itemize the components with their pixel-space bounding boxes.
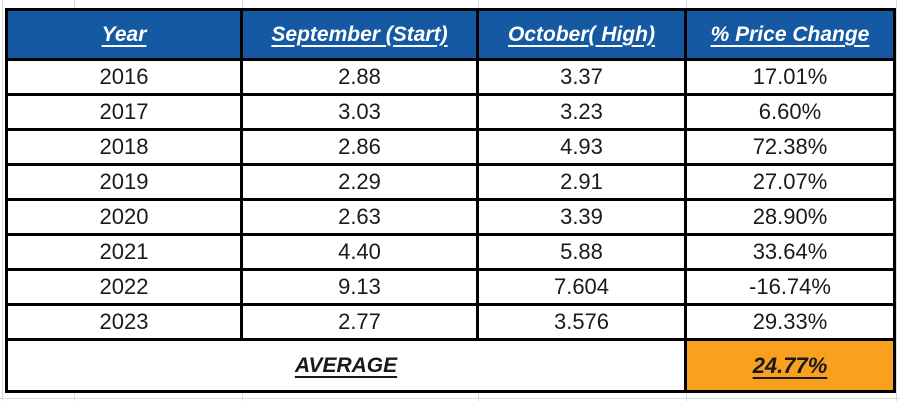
cell-september-start[interactable]: 2.29 (240, 163, 479, 201)
price-change-table-container: Year September (Start) October( High) % … (5, 8, 896, 393)
cell-price-change[interactable]: 17.01% (684, 58, 896, 96)
cell-october-high[interactable]: 3.23 (476, 93, 687, 131)
cell-price-change[interactable]: -16.74% (684, 268, 896, 306)
column-header-year[interactable]: Year (5, 8, 243, 61)
cell-october-high[interactable]: 2.91 (476, 163, 687, 201)
cell-september-start[interactable]: 2.86 (240, 128, 479, 166)
table-row: 2017 3.03 3.23 6.60% (5, 93, 896, 131)
cell-september-start[interactable]: 3.03 (240, 93, 479, 131)
table-footer-row: AVERAGE 24.77% (5, 338, 896, 393)
spreadsheet-gridline (0, 398, 900, 399)
average-value-cell[interactable]: 24.77% (684, 338, 896, 393)
cell-price-change[interactable]: 29.33% (684, 303, 896, 341)
cell-year[interactable]: 2022 (5, 268, 243, 306)
table-row: 2019 2.29 2.91 27.07% (5, 163, 896, 201)
table-row: 2022 9.13 7.604 -16.74% (5, 268, 896, 306)
cell-year[interactable]: 2019 (5, 163, 243, 201)
table-row: 2021 4.40 5.88 33.64% (5, 233, 896, 271)
cell-september-start[interactable]: 2.88 (240, 58, 479, 96)
price-change-table: Year September (Start) October( High) % … (5, 8, 896, 393)
cell-october-high[interactable]: 7.604 (476, 268, 687, 306)
cell-year[interactable]: 2023 (5, 303, 243, 341)
column-header-september-start[interactable]: September (Start) (240, 8, 479, 61)
cell-september-start[interactable]: 4.40 (240, 233, 479, 271)
table-row: 2018 2.86 4.93 72.38% (5, 128, 896, 166)
cell-october-high[interactable]: 3.37 (476, 58, 687, 96)
cell-year[interactable]: 2017 (5, 93, 243, 131)
cell-year[interactable]: 2021 (5, 233, 243, 271)
cell-october-high[interactable]: 3.576 (476, 303, 687, 341)
cell-price-change[interactable]: 28.90% (684, 198, 896, 236)
cell-price-change[interactable]: 6.60% (684, 93, 896, 131)
spreadsheet-gridline (896, 0, 897, 401)
cell-october-high[interactable]: 4.93 (476, 128, 687, 166)
cell-year[interactable]: 2018 (5, 128, 243, 166)
cell-september-start[interactable]: 9.13 (240, 268, 479, 306)
cell-october-high[interactable]: 5.88 (476, 233, 687, 271)
column-header-price-change[interactable]: % Price Change (684, 8, 896, 61)
cell-september-start[interactable]: 2.63 (240, 198, 479, 236)
column-header-october-high[interactable]: October( High) (476, 8, 687, 61)
table-row: 2020 2.63 3.39 28.90% (5, 198, 896, 236)
cell-september-start[interactable]: 2.77 (240, 303, 479, 341)
average-label[interactable]: AVERAGE (5, 338, 687, 393)
cell-price-change[interactable]: 27.07% (684, 163, 896, 201)
spreadsheet-gridline (2, 0, 3, 401)
cell-year[interactable]: 2016 (5, 58, 243, 96)
table-row: 2023 2.77 3.576 29.33% (5, 303, 896, 341)
cell-price-change[interactable]: 33.64% (684, 233, 896, 271)
table-row: 2016 2.88 3.37 17.01% (5, 58, 896, 96)
cell-price-change[interactable]: 72.38% (684, 128, 896, 166)
cell-year[interactable]: 2020 (5, 198, 243, 236)
cell-october-high[interactable]: 3.39 (476, 198, 687, 236)
table-header-row: Year September (Start) October( High) % … (5, 8, 896, 61)
